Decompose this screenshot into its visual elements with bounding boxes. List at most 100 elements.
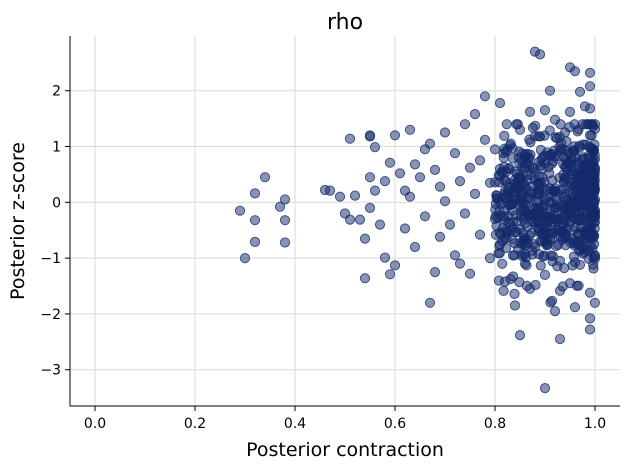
data-point (489, 144, 501, 155)
x-tick-label: 0.2 (184, 416, 206, 432)
data-point (279, 194, 291, 205)
data-point (474, 229, 486, 240)
data-point (584, 67, 596, 78)
data-point (549, 185, 560, 196)
data-point (454, 258, 466, 269)
data-point (344, 133, 356, 144)
data-point (505, 218, 516, 229)
data-point (498, 161, 510, 172)
data-point (497, 258, 508, 269)
data-point (569, 119, 580, 130)
data-point (547, 228, 558, 239)
data-point (509, 288, 520, 299)
data-point (424, 138, 436, 149)
data-point (539, 105, 551, 116)
data-point (474, 155, 486, 166)
data-point (587, 168, 598, 179)
data-point (454, 176, 466, 187)
data-point (511, 119, 522, 130)
data-point (540, 195, 551, 206)
data-point (589, 297, 601, 308)
data-point (561, 204, 572, 215)
data-point (507, 205, 518, 216)
data-point (573, 280, 584, 291)
data-point (239, 253, 251, 264)
data-point (359, 233, 371, 244)
data-point (584, 313, 596, 324)
data-point (525, 137, 536, 148)
data-point (434, 181, 446, 192)
y-tick-label: −3 (40, 363, 61, 379)
data-point (549, 306, 561, 317)
data-point (508, 191, 519, 202)
data-point (234, 205, 246, 216)
data-point (584, 324, 596, 335)
data-point (479, 134, 491, 145)
data-point (349, 190, 361, 201)
data-point (547, 256, 558, 267)
x-axis-label: Posterior contraction (246, 439, 444, 461)
data-point (354, 214, 366, 225)
data-point (554, 333, 566, 345)
data-point (409, 241, 421, 253)
data-point (587, 119, 598, 130)
data-point (530, 279, 541, 291)
data-point (567, 169, 578, 180)
data-point (384, 269, 396, 280)
data-point (541, 238, 553, 249)
y-tick-label: 0 (52, 195, 61, 211)
data-point (389, 130, 401, 141)
data-point (324, 185, 336, 196)
data-point (369, 185, 381, 196)
data-point (469, 188, 481, 199)
data-point (558, 159, 569, 170)
y-tick-label: 2 (52, 84, 61, 100)
data-point (469, 109, 481, 120)
data-point (586, 210, 597, 222)
data-point (507, 153, 518, 164)
data-point (424, 297, 436, 308)
data-point (464, 268, 476, 279)
data-point (509, 182, 521, 193)
data-point (533, 156, 545, 167)
data-point (449, 250, 461, 261)
data-point (568, 191, 580, 202)
data-point (521, 280, 533, 291)
data-point (514, 173, 525, 184)
data-point (259, 172, 271, 183)
data-point (429, 267, 441, 278)
data-point (399, 223, 411, 234)
data-point (544, 85, 556, 96)
data-point (574, 142, 585, 153)
data-point (546, 158, 557, 169)
data-point (534, 171, 545, 182)
data-point (524, 152, 535, 164)
y-tick-label: −1 (40, 251, 61, 267)
data-point (249, 188, 261, 199)
y-tick-label: 1 (52, 139, 61, 155)
data-point (547, 295, 558, 306)
data-point (494, 177, 505, 188)
data-point (552, 151, 563, 162)
data-point (542, 147, 553, 158)
data-point (344, 214, 356, 225)
data-point (464, 162, 476, 173)
data-point (588, 177, 599, 188)
data-point (534, 49, 546, 60)
x-tick-label: 1.0 (584, 416, 606, 432)
data-point (533, 131, 544, 142)
data-point (501, 119, 512, 130)
data-point (419, 211, 431, 222)
data-point (249, 215, 261, 226)
data-point (539, 269, 551, 280)
data-point (518, 197, 529, 208)
data-point (507, 271, 519, 282)
data-point (565, 216, 576, 227)
data-point (535, 260, 546, 271)
data-point (364, 130, 376, 141)
data-point (555, 119, 566, 130)
x-tick-label: 0.8 (484, 416, 506, 432)
data-point (439, 196, 451, 207)
data-point (561, 136, 572, 147)
data-point (551, 133, 563, 144)
